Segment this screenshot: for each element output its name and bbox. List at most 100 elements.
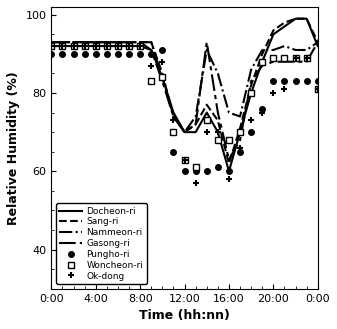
Gasong-ri — [94, 40, 98, 44]
Docheon-ri — [238, 130, 242, 134]
Sang-ri — [183, 130, 187, 134]
Ok-dong — [282, 87, 286, 91]
Woncheon-ri — [294, 56, 298, 60]
Woncheon-ri — [305, 56, 309, 60]
Pungho-ri — [116, 52, 120, 56]
Docheon-ri — [227, 169, 231, 173]
Ok-dong — [216, 130, 220, 134]
Nammeon-ri — [260, 48, 264, 52]
Docheon-ri — [172, 111, 176, 114]
Gasong-ri — [71, 40, 75, 44]
Ok-dong — [138, 44, 142, 48]
Woncheon-ri — [71, 44, 75, 48]
Ok-dong — [83, 44, 87, 48]
Ok-dong — [160, 60, 164, 64]
Sang-ri — [71, 40, 75, 44]
Docheon-ri — [305, 17, 309, 21]
Line: Gasong-ri: Gasong-ri — [51, 42, 318, 160]
Ok-dong — [172, 118, 176, 122]
Docheon-ri — [316, 44, 320, 48]
Nammeon-ri — [160, 75, 164, 79]
Sang-ri — [249, 83, 253, 87]
Ok-dong — [149, 63, 153, 67]
Ok-dong — [227, 177, 231, 181]
Docheon-ri — [183, 130, 187, 134]
Docheon-ri — [271, 32, 275, 36]
X-axis label: Time (hh:nn): Time (hh:nn) — [139, 309, 230, 322]
Gasong-ri — [249, 79, 253, 83]
Line: Docheon-ri: Docheon-ri — [51, 19, 318, 171]
Gasong-ri — [305, 60, 309, 64]
Nammeon-ri — [194, 114, 198, 118]
Ok-dong — [183, 158, 187, 162]
Pungho-ri — [149, 52, 153, 56]
Sang-ri — [316, 40, 320, 44]
Sang-ri — [83, 40, 87, 44]
Gasong-ri — [260, 63, 264, 67]
Gasong-ri — [172, 114, 176, 118]
Woncheon-ri — [105, 44, 109, 48]
Sang-ri — [127, 40, 131, 44]
Sang-ri — [172, 114, 176, 118]
Docheon-ri — [249, 91, 253, 95]
Gasong-ri — [271, 60, 275, 64]
Docheon-ri — [294, 17, 298, 21]
Woncheon-ri — [172, 130, 176, 134]
Gasong-ri — [194, 122, 198, 126]
Line: Woncheon-ri: Woncheon-ri — [49, 43, 320, 170]
Sang-ri — [216, 118, 220, 122]
Line: Pungho-ri: Pungho-ri — [49, 47, 320, 174]
Docheon-ri — [49, 44, 53, 48]
Docheon-ri — [127, 44, 131, 48]
Pungho-ri — [216, 165, 220, 169]
Woncheon-ri — [127, 44, 131, 48]
Nammeon-ri — [149, 40, 153, 44]
Pungho-ri — [271, 79, 275, 83]
Gasong-ri — [227, 158, 231, 162]
Woncheon-ri — [49, 44, 53, 48]
Pungho-ri — [183, 169, 187, 173]
Gasong-ri — [49, 40, 53, 44]
Woncheon-ri — [271, 56, 275, 60]
Nammeon-ri — [271, 48, 275, 52]
Ok-dong — [60, 44, 64, 48]
Sang-ri — [160, 71, 164, 75]
Pungho-ri — [227, 169, 231, 173]
Docheon-ri — [216, 130, 220, 134]
Docheon-ri — [205, 111, 209, 114]
Pungho-ri — [294, 79, 298, 83]
Docheon-ri — [138, 44, 142, 48]
Woncheon-ri — [316, 87, 320, 91]
Gasong-ri — [316, 40, 320, 44]
Sang-ri — [227, 162, 231, 165]
Woncheon-ri — [260, 60, 264, 64]
Docheon-ri — [160, 75, 164, 79]
Woncheon-ri — [116, 44, 120, 48]
Gasong-ri — [83, 40, 87, 44]
Docheon-ri — [116, 44, 120, 48]
Pungho-ri — [282, 79, 286, 83]
Woncheon-ri — [238, 130, 242, 134]
Gasong-ri — [160, 79, 164, 83]
Nammeon-ri — [316, 40, 320, 44]
Pungho-ri — [160, 48, 164, 52]
Ok-dong — [94, 44, 98, 48]
Ok-dong — [49, 44, 53, 48]
Ok-dong — [260, 111, 264, 114]
Ok-dong — [127, 44, 131, 48]
Sang-ri — [116, 40, 120, 44]
Docheon-ri — [83, 44, 87, 48]
Sang-ri — [282, 21, 286, 25]
Ok-dong — [71, 44, 75, 48]
Nammeon-ri — [116, 40, 120, 44]
Woncheon-ri — [216, 138, 220, 142]
Woncheon-ri — [205, 118, 209, 122]
Pungho-ri — [127, 52, 131, 56]
Pungho-ri — [194, 169, 198, 173]
Line: Sang-ri: Sang-ri — [51, 19, 318, 164]
Sang-ri — [60, 40, 64, 44]
Pungho-ri — [60, 52, 64, 56]
Pungho-ri — [172, 150, 176, 154]
Line: Ok-dong: Ok-dong — [48, 42, 321, 187]
Ok-dong — [205, 130, 209, 134]
